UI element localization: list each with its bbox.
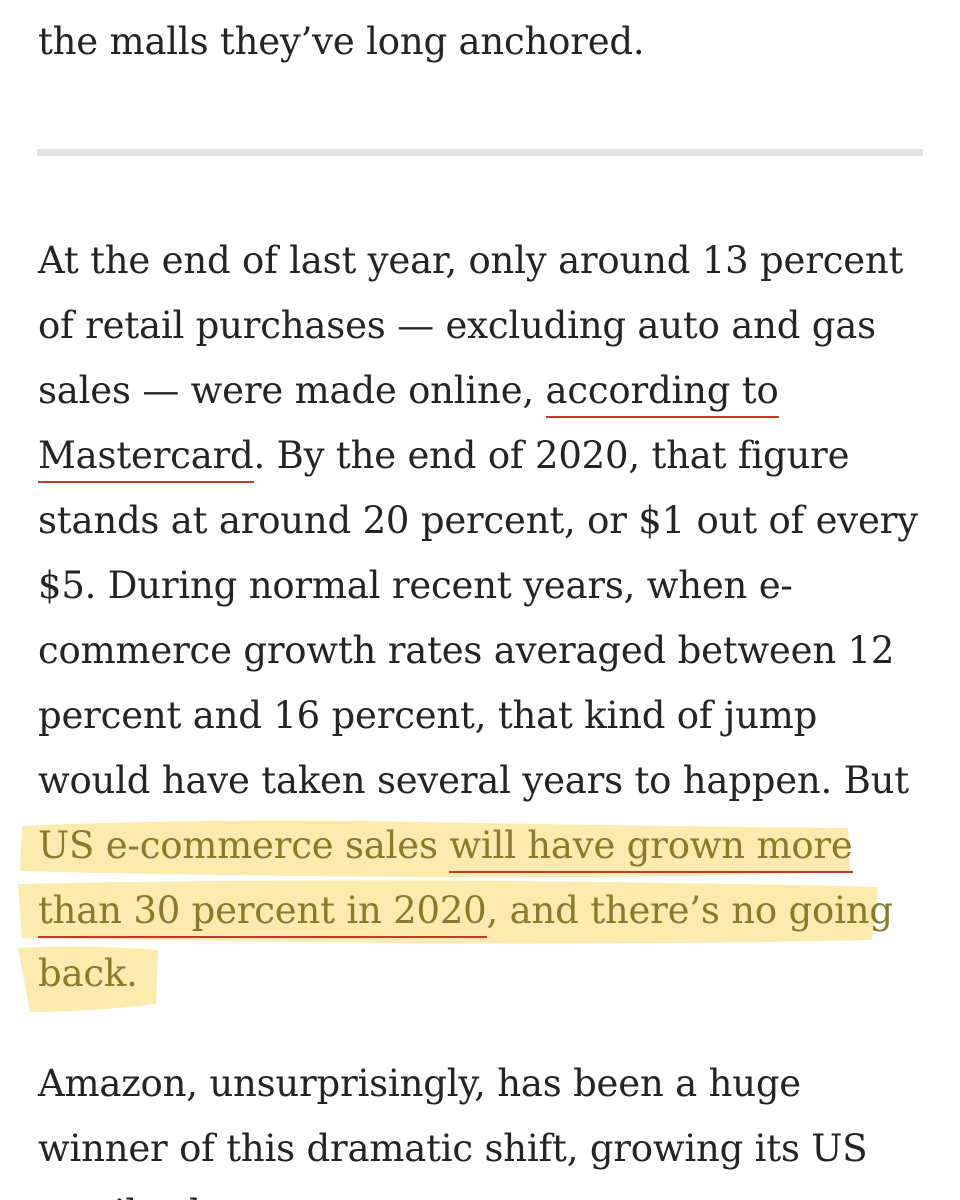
text-line: At the end of last year, only around 13 … (38, 239, 904, 282)
text-line: commerce growth rates averaged between 1… (38, 629, 895, 672)
growth-stat-link[interactable]: will have grown more (449, 824, 853, 873)
text-segment: sales — were made online, (38, 369, 546, 412)
text-line: would have taken several years to happen… (38, 759, 909, 802)
text-line-cut-off: retail sales ... (38, 1190, 288, 1200)
highlighted-line: US e-commerce sales will have grown more (38, 822, 853, 873)
previous-paragraph-end: the malls they’ve long anchored. (38, 20, 645, 63)
highlighted-segment: US e-commerce sales (38, 824, 450, 867)
mastercard-link[interactable]: according to (545, 369, 779, 418)
text-line: sales — were made online, according to (38, 367, 779, 418)
text-line: $5. During normal recent years, when e- (38, 564, 793, 607)
section-divider (37, 149, 923, 156)
text-line: percent and 16 percent, that kind of jum… (38, 694, 818, 737)
highlighted-line: back. (38, 952, 138, 995)
text-line: stands at around 20 percent, or $1 out o… (38, 499, 918, 542)
text-line: Amazon, unsurprisingly, has been a huge (38, 1062, 802, 1105)
mastercard-link-continued[interactable]: Mastercard (38, 434, 254, 483)
text-line: Mastercard. By the end of 2020, that fig… (38, 432, 850, 483)
text-segment: . By the end of 2020, that figure (253, 434, 850, 477)
text-line: of retail purchases — excluding auto and… (38, 304, 876, 347)
highlighted-line: than 30 percent in 2020, and there’s no … (38, 887, 894, 938)
text-line: winner of this dramatic shift, growing i… (38, 1127, 868, 1170)
highlighted-segment: , and there’s no going (486, 889, 894, 932)
growth-stat-link-continued[interactable]: than 30 percent in 2020 (38, 889, 487, 938)
